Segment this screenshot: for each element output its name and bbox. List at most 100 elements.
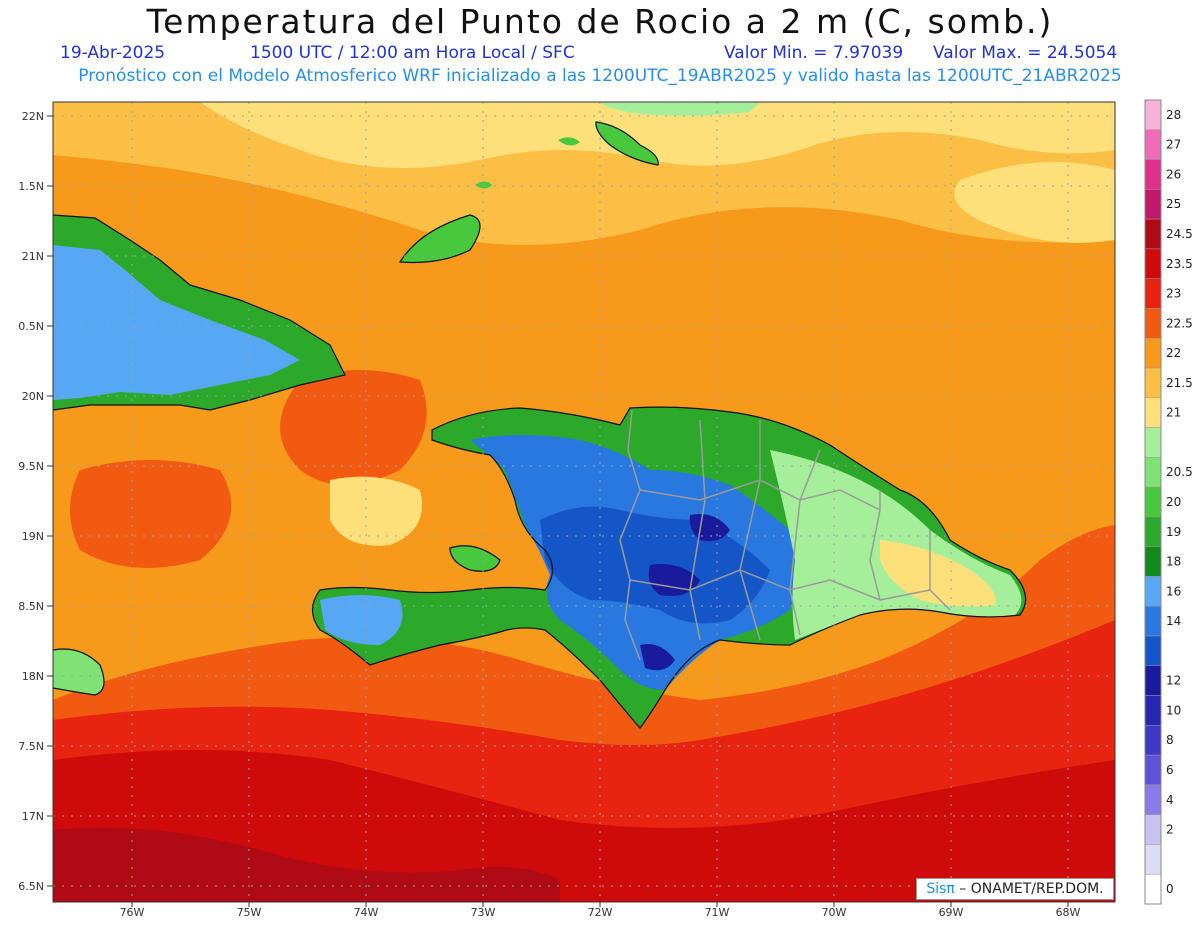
band-south-24-5 bbox=[53, 827, 560, 902]
band-ne-21 bbox=[954, 162, 1115, 243]
lat-label: 0.5N bbox=[18, 320, 44, 333]
haiti-south-blue bbox=[320, 595, 403, 645]
legend-swatch bbox=[1144, 278, 1162, 309]
low-core-b bbox=[648, 564, 700, 596]
legend-swatch bbox=[1144, 844, 1162, 875]
legend-label: 18 bbox=[1166, 555, 1181, 569]
low-core-c bbox=[640, 644, 675, 671]
forecast-date: 19-Abr-2025 bbox=[60, 43, 166, 63]
legend-label: 20 bbox=[1166, 495, 1181, 509]
legend-swatch bbox=[1144, 754, 1162, 786]
lon-label: 72W bbox=[588, 906, 613, 919]
patch-sea-c bbox=[330, 476, 422, 546]
model-info: Pronóstico con el Modelo Atmosferico WRF… bbox=[78, 66, 1122, 86]
forecast-time: 1500 UTC / 12:00 am Hora Local / SFC bbox=[250, 43, 575, 63]
lat-label: 22N bbox=[22, 110, 44, 123]
lat-label: 20N bbox=[22, 390, 44, 403]
legend-label: 24.5 bbox=[1166, 227, 1193, 241]
legend-label: 25 bbox=[1166, 197, 1181, 211]
lat-label: 6.5N bbox=[18, 880, 44, 893]
color-legend: 2827262524.523.52322.52221.52120.5201918… bbox=[1144, 99, 1193, 905]
legend-label: 6 bbox=[1166, 763, 1174, 777]
band-north-20-5 bbox=[600, 102, 760, 116]
legend-label: 19 bbox=[1166, 525, 1181, 539]
legend-frame bbox=[1144, 99, 1162, 905]
island-inagua bbox=[400, 215, 480, 263]
legend-label: 8 bbox=[1166, 733, 1174, 747]
legend-label: 10 bbox=[1166, 703, 1181, 717]
legend-swatch bbox=[1144, 248, 1162, 279]
legend-swatch bbox=[1144, 546, 1162, 577]
credit-text: – ONAMET/REP.DOM. bbox=[954, 881, 1104, 897]
cuba-blue bbox=[53, 245, 300, 400]
legend-swatch bbox=[1144, 218, 1162, 250]
legend-swatch bbox=[1144, 814, 1162, 845]
legend-swatch bbox=[1144, 397, 1162, 428]
legend-label: 12 bbox=[1166, 674, 1181, 688]
lat-label: 1.5N bbox=[18, 180, 44, 193]
legend-label: 23 bbox=[1166, 287, 1181, 301]
dr-east-yellow bbox=[880, 540, 996, 607]
legend-label: 14 bbox=[1166, 614, 1181, 628]
legend-label: 20.5 bbox=[1166, 465, 1193, 479]
legend-swatch bbox=[1144, 189, 1162, 220]
lon-label: 75W bbox=[237, 906, 262, 919]
legend-label: 22.5 bbox=[1166, 316, 1193, 330]
max-value: Valor Max. = 24.5054 bbox=[933, 43, 1118, 63]
min-value: Valor Min. = 7.97039 bbox=[724, 43, 904, 63]
credit-box: Sisπ – ONAMET/REP.DOM. bbox=[916, 878, 1114, 900]
legend-swatch bbox=[1144, 457, 1162, 488]
patch-sea-a bbox=[280, 370, 427, 485]
band-south-23-5 bbox=[53, 750, 1115, 902]
legend-swatch bbox=[1144, 635, 1162, 667]
lat-label: 17N bbox=[22, 810, 44, 823]
legend-label: 22 bbox=[1166, 346, 1181, 360]
island-turks bbox=[595, 122, 659, 165]
legend-swatch bbox=[1144, 576, 1162, 607]
legend-swatch bbox=[1144, 129, 1162, 160]
legend-label: 27 bbox=[1166, 138, 1181, 152]
lat-label: 18N bbox=[22, 670, 44, 683]
lon-label: 76W bbox=[120, 906, 145, 919]
patch-sea-b bbox=[70, 460, 232, 568]
legend-swatch bbox=[1144, 665, 1162, 696]
credit-brand: Sisπ bbox=[926, 881, 955, 897]
lon-label: 68W bbox=[1056, 906, 1081, 919]
lon-label: 69W bbox=[939, 906, 964, 919]
legend-swatch bbox=[1144, 784, 1162, 815]
lon-label: 71W bbox=[705, 906, 730, 919]
band-north-21 bbox=[200, 102, 1115, 168]
legend-label: 21.5 bbox=[1166, 376, 1193, 390]
legend-swatch bbox=[1144, 99, 1162, 131]
legend-swatch bbox=[1144, 486, 1162, 518]
lon-label: 74W bbox=[354, 906, 379, 919]
legend-label: 2 bbox=[1166, 823, 1174, 837]
lat-label: 19N bbox=[22, 530, 44, 543]
legend-label: 21 bbox=[1166, 406, 1181, 420]
plot-frame bbox=[52, 101, 1116, 903]
lat-label: 7.5N bbox=[18, 740, 44, 753]
lon-label: 70W bbox=[822, 906, 847, 919]
legend-swatch bbox=[1144, 516, 1162, 547]
lat-label: 21N bbox=[22, 250, 44, 263]
legend-swatch bbox=[1144, 873, 1162, 905]
legend-label: 23.5 bbox=[1166, 257, 1193, 271]
page-title: Temperatura del Punto de Rocio a 2 m (C,… bbox=[146, 2, 1054, 41]
legend-swatch bbox=[1144, 605, 1162, 637]
legend-swatch bbox=[1144, 725, 1162, 756]
legend-swatch bbox=[1144, 367, 1162, 399]
lat-label: 8.5N bbox=[18, 600, 44, 613]
legend-label: 28 bbox=[1166, 108, 1181, 122]
legend-swatch bbox=[1144, 337, 1162, 369]
legend-label: 16 bbox=[1166, 584, 1181, 598]
legend-swatch bbox=[1144, 159, 1162, 190]
island-small-b bbox=[558, 137, 580, 146]
lon-label: 73W bbox=[471, 906, 496, 919]
lat-label: 9.5N bbox=[18, 460, 44, 473]
legend-swatch bbox=[1144, 695, 1162, 726]
legend-swatch bbox=[1144, 427, 1162, 458]
legend-swatch bbox=[1144, 308, 1162, 339]
legend-label: 4 bbox=[1166, 793, 1174, 807]
map-field bbox=[53, 102, 1115, 902]
